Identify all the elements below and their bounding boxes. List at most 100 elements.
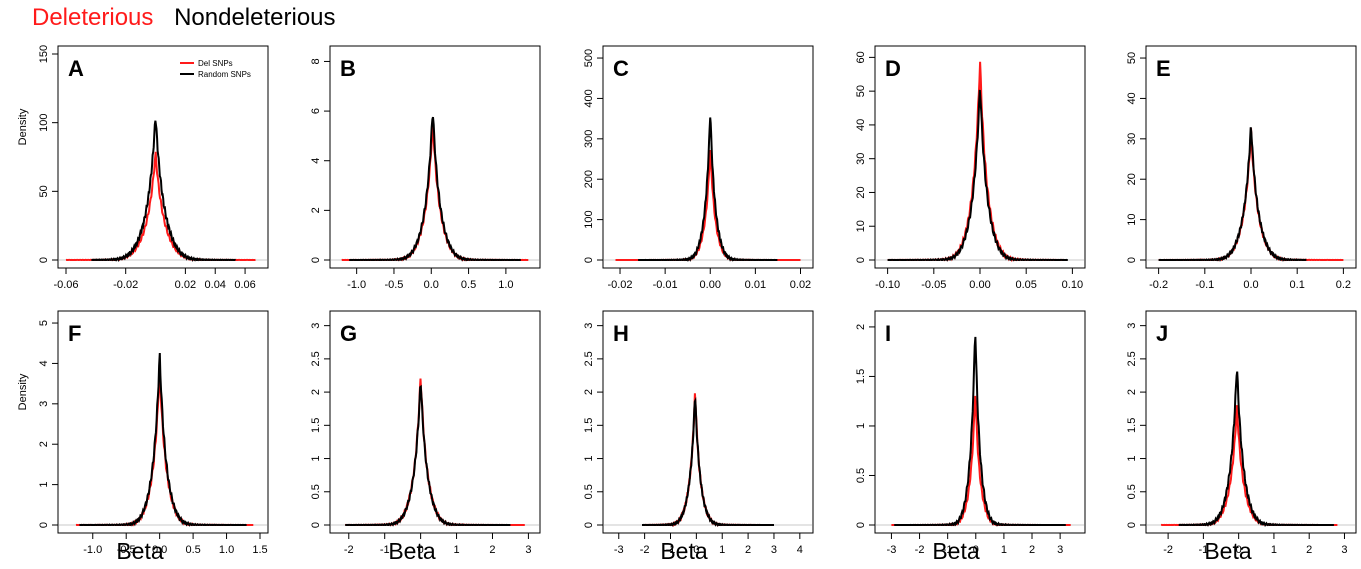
x-tick-label: 0.05	[1015, 279, 1036, 291]
x-tick-label: 1	[453, 544, 459, 556]
y-tick-label: 2.5	[310, 351, 322, 366]
x-tick-label: -2	[344, 544, 354, 556]
x-tick-label: 2	[745, 544, 751, 556]
x-tick-label: 0.2	[1336, 279, 1351, 291]
x-tick-label: 0	[418, 544, 424, 556]
del-snps-curve	[345, 378, 525, 527]
x-tick-label: 1.0	[219, 544, 234, 556]
legend-label-del: Del SNPs	[198, 59, 233, 68]
y-tick-label: 0.5	[1126, 484, 1138, 499]
x-tick-label: 0.00	[969, 279, 990, 291]
x-tick-label: -1	[666, 544, 676, 556]
panel-f: 0 1 2 3 4 5 -1.0 -0.5 0.0 0.5 1.0 1.5 Density F	[17, 310, 269, 556]
x-axis-label-col3: Beta	[660, 538, 708, 564]
x-tick-label: 0	[1236, 544, 1242, 556]
x-tick-label: -0.10	[875, 279, 900, 291]
y-tick-label: 1	[38, 482, 50, 488]
x-tick-label: 1	[1271, 544, 1277, 556]
x-tick-label: 2	[489, 544, 495, 556]
panel-h: 0 0.5 1 1.5 2 2.5 3 -3 -2 -1 0 1 2 3 4 H	[583, 310, 814, 556]
random-snps-curve	[1158, 127, 1307, 262]
x-tick-label: -0.05	[921, 279, 946, 291]
y-tick-label: 1.5	[583, 418, 595, 433]
y-tick-label: 0.5	[855, 468, 867, 483]
y-tick-label: 1	[310, 455, 322, 461]
del-snps-curve	[1160, 405, 1338, 527]
x-tick-label: -0.02	[113, 279, 138, 291]
y-tick-label: 1.5	[310, 418, 322, 433]
y-tick-label: 50	[38, 185, 50, 197]
y-tick-label: 6	[310, 108, 322, 114]
panel-d: 0 10 20 30 40 50 60 -0.10 -0.05 0.00 0.05 0.10 D	[855, 45, 1086, 291]
y-axis-title: Density	[17, 373, 29, 410]
random-snps-curve	[349, 116, 521, 262]
y-tick-label: 100	[583, 210, 595, 228]
x-tick-label: 1	[719, 544, 725, 556]
x-tick-label: -3	[614, 544, 624, 556]
y-tick-label: 0.5	[310, 484, 322, 499]
y-tick-label: 60	[855, 51, 867, 63]
plot-frame	[1145, 310, 1357, 534]
x-tick-label: 0.1	[1290, 279, 1305, 291]
x-tick-label: 0.0	[152, 544, 167, 556]
y-tick-label: 1.5	[855, 369, 867, 384]
x-tick-label: 0.0	[424, 279, 439, 291]
y-tick-label: 4	[38, 360, 50, 366]
x-tick-label: 0.5	[461, 279, 476, 291]
plot-frame	[329, 310, 541, 534]
y-tick-label: 50	[1126, 52, 1138, 64]
x-tick-label: 3	[525, 544, 531, 556]
y-tick-label: 5	[38, 320, 50, 326]
panel-label: B	[340, 56, 356, 81]
legend-label-random: Random SNPs	[198, 70, 251, 79]
x-tick-label: -0.5	[384, 279, 403, 291]
x-tick-label: 0.02	[175, 279, 196, 291]
random-snps-curve	[345, 384, 511, 527]
del-snps-curve	[1158, 127, 1344, 262]
random-snps-curve	[638, 117, 778, 262]
x-tick-label: 0.04	[205, 279, 226, 291]
x-axis-label-col1: Beta	[116, 538, 164, 564]
random-snps-curve	[91, 120, 236, 262]
y-tick-label: 20	[855, 186, 867, 198]
x-tick-label: 0.06	[234, 279, 255, 291]
panel-label: F	[68, 321, 81, 346]
x-tick-label: 3	[771, 544, 777, 556]
plot-frame	[602, 310, 814, 534]
y-tick-label: 300	[583, 130, 595, 148]
x-tick-label: -1.0	[83, 544, 102, 556]
plot-frame	[1145, 45, 1357, 269]
y-tick-label: 100	[38, 113, 50, 131]
y-tick-label: 150	[38, 45, 50, 63]
panel-c: 0 100 200 300 400 500 -0.02 -0.01 0.00 0.01 0.02 C	[583, 45, 814, 291]
x-tick-label: -0.2	[1149, 279, 1168, 291]
y-tick-label: 0	[310, 257, 322, 263]
y-tick-label: 1	[855, 423, 867, 429]
panel-label: D	[885, 56, 901, 81]
y-tick-label: 0	[38, 257, 50, 263]
panel-b: 0 2 4 6 8 -1.0 -0.5 0.0 0.5 1.0 B	[310, 45, 541, 291]
x-tick-label: -0.5	[117, 544, 136, 556]
panel-i: 0 0.5 1 1.5 2 -3 -2 -1 0 1 2 3 I	[855, 310, 1086, 556]
x-tick-label: 2	[1306, 544, 1312, 556]
y-tick-label: 500	[583, 49, 595, 67]
panel-label: H	[613, 321, 629, 346]
x-tick-label: 0.01	[745, 279, 766, 291]
x-tick-label: -1	[380, 544, 390, 556]
x-tick-label: -2	[640, 544, 650, 556]
x-tick-label: -3	[887, 544, 897, 556]
x-tick-label: 0.02	[790, 279, 811, 291]
y-tick-label: 3	[38, 401, 50, 407]
x-tick-label: 0.5	[185, 544, 200, 556]
panel-label: C	[613, 56, 629, 81]
panel-label: J	[1156, 321, 1168, 346]
plot-frame	[874, 310, 1086, 534]
y-tick-label: 10	[855, 220, 867, 232]
panel-g: 0 0.5 1 1.5 2 2.5 3 -2 -1 0 1 2 3 G	[310, 310, 541, 556]
panel-label: A	[68, 56, 84, 81]
y-tick-label: 1.5	[1126, 418, 1138, 433]
x-tick-label: -2	[1163, 544, 1173, 556]
x-tick-label: -2	[915, 544, 925, 556]
del-snps-curve	[644, 393, 774, 528]
y-tick-label: 0	[855, 522, 867, 528]
